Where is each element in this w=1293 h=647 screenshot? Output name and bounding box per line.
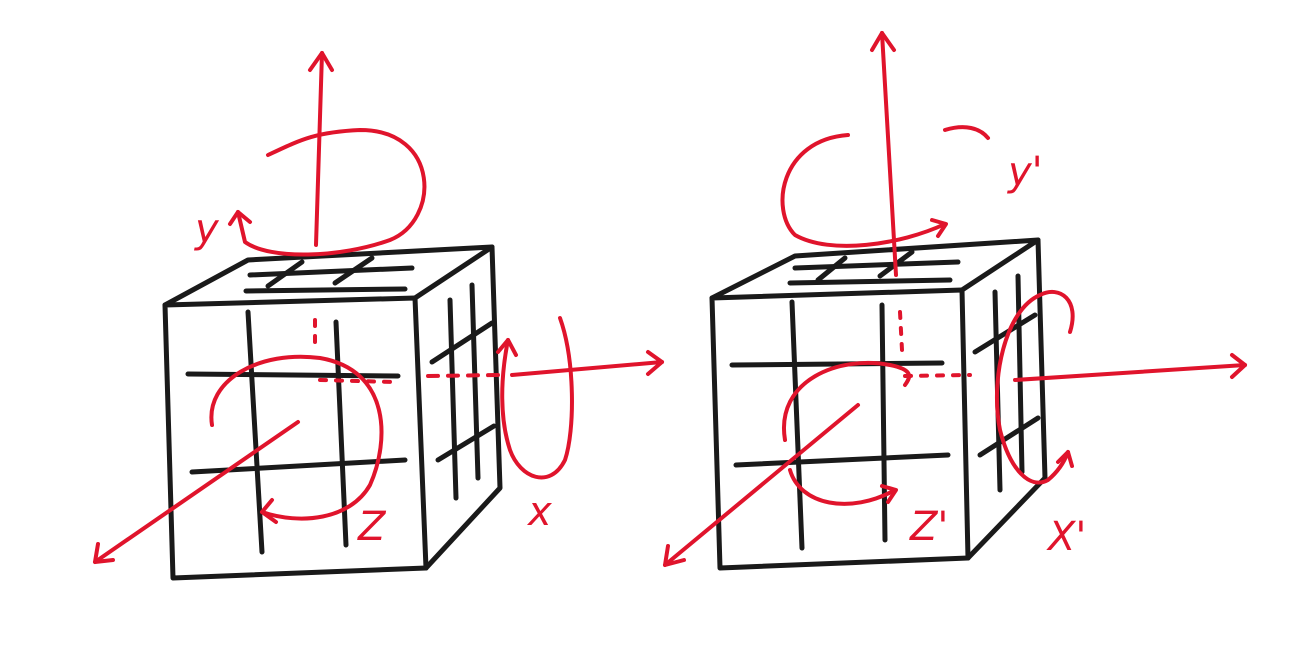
left-cube-diagram: y Z x xyxy=(93,51,664,581)
left-axes xyxy=(93,51,664,564)
right-cube xyxy=(709,237,1048,571)
left-y-label: y xyxy=(194,206,220,252)
left-axis-labels: y Z x xyxy=(194,206,552,550)
right-axis-labels: y' Z' X' xyxy=(909,149,1086,560)
right-y-label: y' xyxy=(1007,149,1043,195)
right-axes xyxy=(663,31,1247,567)
left-cube xyxy=(162,244,503,581)
right-z-label: Z' xyxy=(909,504,948,550)
left-z-label: Z xyxy=(357,504,387,550)
right-cube-diagram: y' Z' X' xyxy=(663,31,1247,571)
left-x-label: x xyxy=(526,489,552,535)
right-x-label: X' xyxy=(1046,514,1086,560)
